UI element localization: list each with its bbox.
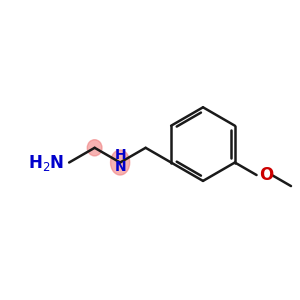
Ellipse shape xyxy=(111,150,130,175)
Text: O: O xyxy=(259,166,273,184)
Text: H$_2$N: H$_2$N xyxy=(28,152,65,172)
Ellipse shape xyxy=(87,140,102,156)
Text: H
N: H N xyxy=(114,148,126,175)
